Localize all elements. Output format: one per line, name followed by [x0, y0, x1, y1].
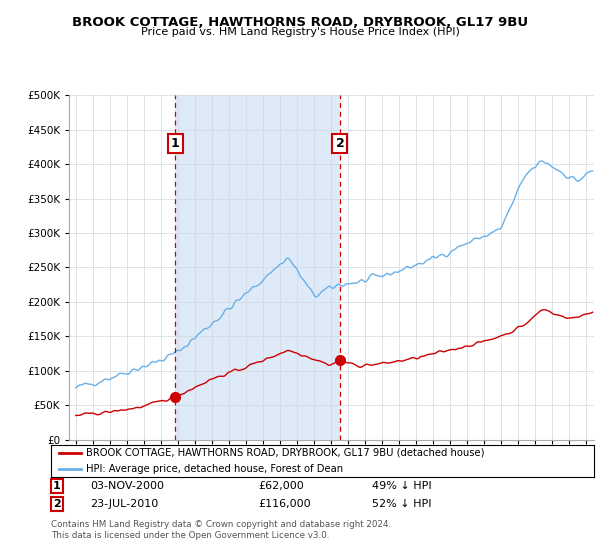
Text: BROOK COTTAGE, HAWTHORNS ROAD, DRYBROOK, GL17 9BU: BROOK COTTAGE, HAWTHORNS ROAD, DRYBROOK,…	[72, 16, 528, 29]
Text: 2: 2	[53, 499, 61, 509]
Text: 52% ↓ HPI: 52% ↓ HPI	[372, 499, 431, 509]
Text: HPI: Average price, detached house, Forest of Dean: HPI: Average price, detached house, Fore…	[86, 464, 343, 474]
Text: 23-JUL-2010: 23-JUL-2010	[90, 499, 158, 509]
Text: 1: 1	[170, 137, 179, 150]
Text: 49% ↓ HPI: 49% ↓ HPI	[372, 481, 431, 491]
Text: £62,000: £62,000	[258, 481, 304, 491]
Text: 1: 1	[53, 481, 61, 491]
Text: Price paid vs. HM Land Registry's House Price Index (HPI): Price paid vs. HM Land Registry's House …	[140, 27, 460, 37]
Text: £116,000: £116,000	[258, 499, 311, 509]
Text: BROOK COTTAGE, HAWTHORNS ROAD, DRYBROOK, GL17 9BU (detached house): BROOK COTTAGE, HAWTHORNS ROAD, DRYBROOK,…	[86, 448, 485, 458]
Text: 2: 2	[335, 137, 344, 150]
Text: This data is licensed under the Open Government Licence v3.0.: This data is licensed under the Open Gov…	[51, 531, 329, 540]
Text: Contains HM Land Registry data © Crown copyright and database right 2024.: Contains HM Land Registry data © Crown c…	[51, 520, 391, 529]
Bar	[175, 95, 340, 440]
Text: 03-NOV-2000: 03-NOV-2000	[90, 481, 164, 491]
